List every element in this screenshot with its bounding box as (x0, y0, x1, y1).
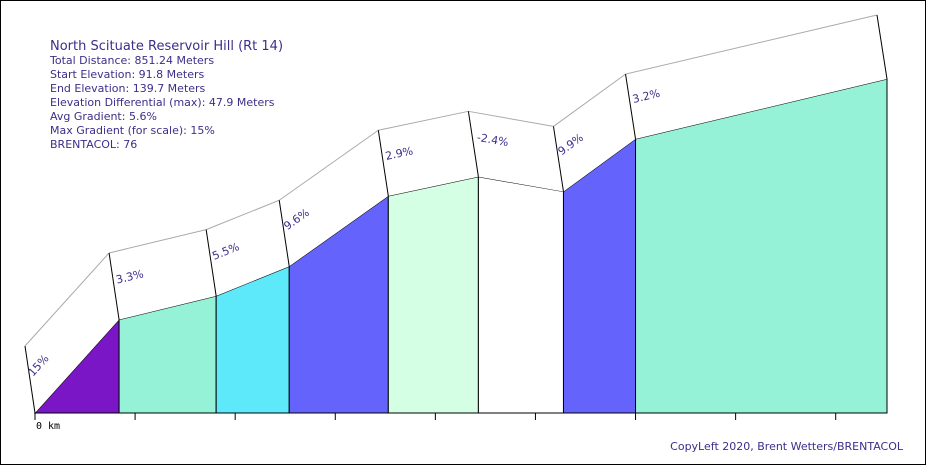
stat-line-6: Max Gradient (for scale): 15% (50, 124, 215, 137)
segment-ribbon-3 (206, 200, 290, 296)
segment-side-edge-1 (24, 345, 36, 414)
stat-line-7: BRENTACOL: 76 (50, 138, 137, 151)
segment-side-edge-8 (625, 74, 637, 140)
segment-fill-6 (477, 176, 564, 414)
stat-line-3: End Elevation: 139.7 Meters (50, 82, 206, 95)
segment-ribbon-7 (553, 74, 636, 192)
segment-gradient-label-5: 2.9% (384, 144, 414, 163)
segment-fill-5 (387, 176, 479, 414)
segment-gradient-label-6: -2.4% (476, 131, 510, 149)
segment-side-edge-7 (552, 126, 564, 192)
chart-title: North Scituate Reservoir Hill (Rt 14) (50, 39, 283, 54)
segment-ribbon-8 (625, 15, 887, 139)
segment-side-edge-5 (377, 130, 389, 197)
stat-line-5: Avg Gradient: 5.6% (50, 110, 157, 123)
segment-ribbon-2 (109, 229, 217, 320)
stat-line-4: Elevation Differential (max): 47.9 Meter… (50, 96, 275, 109)
segment-side-edge-4 (278, 200, 290, 267)
segments-layer: 15%3.3%5.5%9.6%2.9%-2.4% 9.9%3.2% (24, 14, 888, 414)
info-block: North Scituate Reservoir Hill (Rt 14) To… (49, 39, 283, 151)
segment-ribbon-5 (378, 111, 479, 197)
segment-ribbon-6 (468, 111, 564, 192)
stat-line-1: Total Distance: 851.24 Meters (49, 54, 214, 67)
segment-top-edge-6 (468, 110, 554, 127)
segment-top-edge-8 (625, 14, 878, 75)
segment-top-edge-5 (378, 110, 469, 131)
copyright-footer: CopyLeft 2020, Brent Wetters/BRENTACOL (670, 440, 904, 453)
x-axis (34, 412, 887, 420)
segment-top-edge-7 (553, 73, 626, 127)
segment-side-edge-3 (205, 229, 217, 297)
segment-gradient-label-2: 3.3% (115, 267, 145, 286)
segment-end-edge (876, 14, 888, 80)
segment-top-edge-3 (205, 199, 280, 231)
segment-top-edge-2 (108, 229, 207, 254)
stat-line-2: Start Elevation: 91.8 Meters (50, 68, 205, 81)
x-start-label: 0 km (36, 421, 60, 432)
segment-ribbon-4 (279, 130, 389, 267)
segment-gradient-label-8: 3.2% (631, 87, 661, 106)
segment-top-edge-4 (278, 129, 379, 201)
segment-side-edge-6 (467, 111, 479, 177)
segment-top-edge-1 (24, 252, 110, 347)
segment-side-edge-2 (108, 252, 120, 320)
segment-ribbon-1 (25, 252, 120, 413)
